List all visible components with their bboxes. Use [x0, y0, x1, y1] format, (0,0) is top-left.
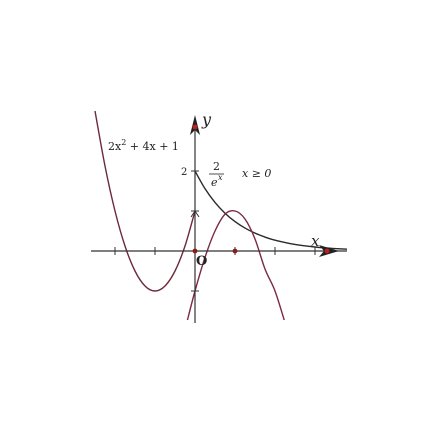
quad-formula-rest: + 4x + 1	[126, 140, 179, 153]
y-tick-1-arrow-icon	[190, 210, 200, 218]
y-axis-label: y	[201, 110, 212, 129]
origin-label: O	[196, 254, 207, 269]
series-1-curve	[194, 170, 348, 250]
marked-point-1	[232, 248, 238, 254]
exponential-formula-label: 2 e x x ≥ 0	[209, 160, 271, 189]
axis-ticks: 2	[114, 167, 316, 292]
quad-formula-exponent: 2	[121, 138, 126, 147]
marked-point-0	[192, 248, 198, 254]
marked-point-2	[324, 248, 330, 254]
labels-layer: x y O 2x2 + 4x + 1 2 e x x ≥ 0	[108, 110, 320, 269]
exp-formula-numerator: 2	[213, 160, 220, 173]
series-2-curve	[186, 209, 285, 320]
exp-formula-denominator: e	[211, 176, 218, 189]
x-axis-label: x	[311, 232, 320, 250]
marked-point-3	[192, 124, 198, 130]
exp-formula-condition: x ≥ 0	[242, 167, 271, 180]
quadratic-formula-label: 2x2 + 4x + 1	[108, 138, 179, 153]
series-0-curve	[94, 110, 196, 292]
quad-formula-base: 2x	[108, 140, 122, 153]
marked-points	[192, 124, 330, 254]
y-tick-label-2: 2	[181, 167, 187, 178]
exp-formula-exponent: x	[218, 173, 223, 182]
